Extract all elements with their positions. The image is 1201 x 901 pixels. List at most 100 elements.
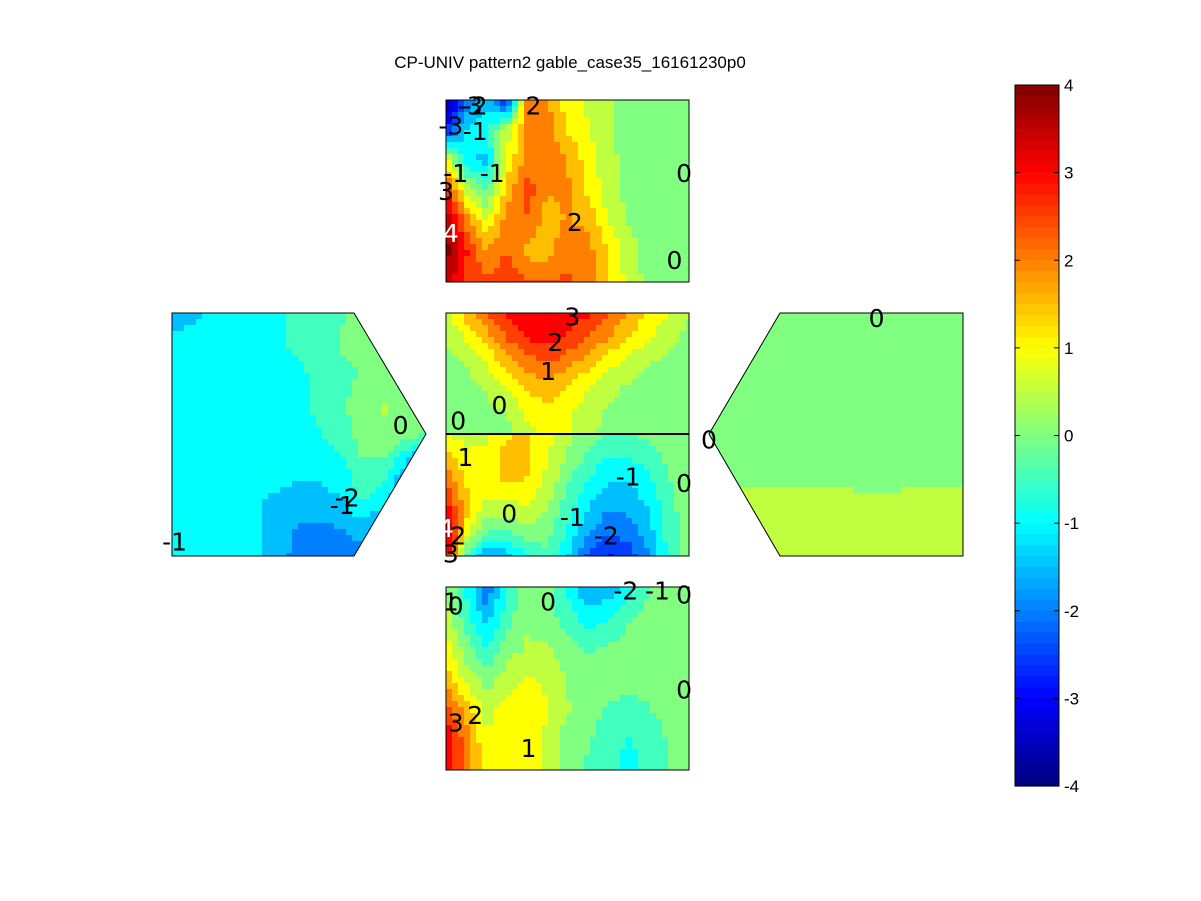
colorbar-swatch bbox=[1015, 249, 1059, 261]
colorbar-swatch bbox=[1015, 775, 1059, 787]
contour-label: 3 bbox=[438, 177, 454, 206]
panel-left-outline bbox=[171, 312, 427, 557]
contour-label: 0 bbox=[676, 159, 692, 188]
colorbar-swatch bbox=[1015, 753, 1059, 765]
colorbar-swatch bbox=[1015, 106, 1059, 119]
colorbar-swatch bbox=[1015, 621, 1059, 634]
panel-center-upper-fill bbox=[446, 313, 689, 434]
colorbar-swatch bbox=[1015, 720, 1059, 732]
contour-label: -3 bbox=[458, 91, 483, 120]
colorbar-swatch bbox=[1015, 172, 1059, 185]
contour-label: 1 bbox=[521, 734, 537, 763]
panel-top-outline bbox=[445, 99, 690, 283]
colorbar-swatch bbox=[1015, 599, 1059, 612]
panel-center-lower-fill bbox=[446, 434, 689, 556]
colorbar-swatch bbox=[1015, 347, 1059, 360]
panel-right-fill bbox=[709, 313, 963, 556]
colorbar-swatch bbox=[1015, 336, 1059, 349]
colorbar-swatch bbox=[1015, 161, 1059, 174]
colorbar-swatch bbox=[1015, 654, 1059, 667]
colorbar-swatch bbox=[1015, 117, 1059, 130]
colorbar-swatch bbox=[1015, 304, 1059, 316]
contour-label: -2 bbox=[594, 521, 619, 550]
colorbar-swatch bbox=[1015, 315, 1059, 327]
contour-label: 0 bbox=[676, 675, 692, 704]
colorbar-swatch bbox=[1015, 742, 1059, 754]
colorbar-swatch bbox=[1015, 413, 1059, 426]
contour-label: 1 bbox=[540, 357, 556, 386]
colorbar-swatch bbox=[1015, 610, 1059, 623]
contour-label: 0 bbox=[676, 469, 692, 498]
contour-label: 3 bbox=[443, 540, 459, 569]
colorbar-swatch bbox=[1015, 260, 1059, 272]
contour-label: 0 bbox=[501, 499, 517, 528]
colorbar-swatch bbox=[1015, 238, 1059, 250]
colorbar-swatch bbox=[1015, 282, 1059, 294]
panel-bottom-fill bbox=[446, 587, 689, 770]
colorbar-swatch bbox=[1015, 566, 1059, 579]
colorbar-swatch bbox=[1015, 468, 1059, 480]
colorbar-swatch bbox=[1015, 588, 1059, 601]
contour-label: -1 bbox=[645, 577, 670, 606]
colorbar-swatch bbox=[1015, 490, 1059, 502]
colorbar-swatch bbox=[1015, 545, 1059, 557]
contour-label: 2 bbox=[547, 328, 563, 357]
colorbar-swatch bbox=[1015, 534, 1059, 546]
colorbar-swatch bbox=[1015, 150, 1059, 163]
colorbar-swatch bbox=[1015, 632, 1059, 645]
contour-label: 0 bbox=[393, 411, 409, 440]
colorbar-tick-label: -1 bbox=[1064, 514, 1079, 533]
contour-label: -1 bbox=[480, 159, 505, 188]
colorbar-swatch bbox=[1015, 577, 1059, 590]
colorbar-swatch bbox=[1015, 709, 1059, 721]
colorbar-tick-label: -2 bbox=[1064, 602, 1079, 621]
contour-label: 0 bbox=[869, 304, 885, 333]
colorbar-swatch bbox=[1015, 676, 1059, 689]
colorbar-tick-label: 3 bbox=[1064, 164, 1073, 183]
panel-center-lower: 1 -1 0 0 -1 42 -2 3 bbox=[438, 433, 692, 569]
contour-label: 2 bbox=[450, 521, 466, 550]
colorbar-swatch bbox=[1015, 457, 1059, 469]
contour-label: -1 bbox=[560, 503, 585, 532]
chart-title: CP-UNIV pattern2 gable_case35_16161230p0 bbox=[394, 53, 746, 72]
contour-label: 3 bbox=[564, 303, 580, 332]
colorbar-swatch bbox=[1015, 665, 1059, 678]
contour-label: -1 bbox=[330, 491, 355, 520]
contour-label: 0 bbox=[492, 391, 508, 420]
contour-label: 4 bbox=[438, 514, 454, 543]
colorbar-tick-label: -3 bbox=[1064, 689, 1079, 708]
colorbar-swatch bbox=[1015, 698, 1059, 710]
panel-left: 0-1-2-1 bbox=[162, 312, 427, 557]
contour-label: 0 bbox=[701, 425, 717, 454]
colorbar-swatch bbox=[1015, 512, 1059, 524]
colorbar-swatch bbox=[1015, 479, 1059, 491]
contour-label: 0 bbox=[666, 246, 682, 275]
colorbar: 4 3 2 1 0 -1 -2 -3 -4 bbox=[1014, 76, 1079, 796]
contour-label: 4 bbox=[443, 219, 459, 248]
panel-top-fill bbox=[446, 100, 689, 282]
colorbar-swatch bbox=[1015, 183, 1059, 196]
contour-label: 0 bbox=[450, 407, 466, 436]
colorbar-swatch bbox=[1015, 293, 1059, 305]
contour-label: -1 bbox=[162, 527, 187, 556]
panel-right: 00 bbox=[701, 304, 964, 557]
contour-label: -3 bbox=[438, 111, 463, 140]
colorbar-swatch bbox=[1015, 555, 1059, 568]
colorbar-swatch bbox=[1015, 271, 1059, 283]
colorbar-swatch bbox=[1015, 435, 1059, 448]
contour-label: 2 bbox=[567, 208, 583, 237]
contour-label: -1 bbox=[443, 159, 468, 188]
colorbar-swatch bbox=[1015, 643, 1059, 656]
colorbar-swatch bbox=[1015, 128, 1059, 141]
colorbar-swatch bbox=[1015, 95, 1059, 108]
colorbar-swatch bbox=[1015, 227, 1059, 239]
colorbar-swatch bbox=[1015, 523, 1059, 535]
panel-right-outline bbox=[708, 312, 964, 557]
colorbar-swatch bbox=[1015, 764, 1059, 776]
contour-label: -1 bbox=[616, 463, 641, 492]
panel-bottom-outline bbox=[445, 586, 690, 771]
colorbar-tick-label: 1 bbox=[1064, 339, 1073, 358]
